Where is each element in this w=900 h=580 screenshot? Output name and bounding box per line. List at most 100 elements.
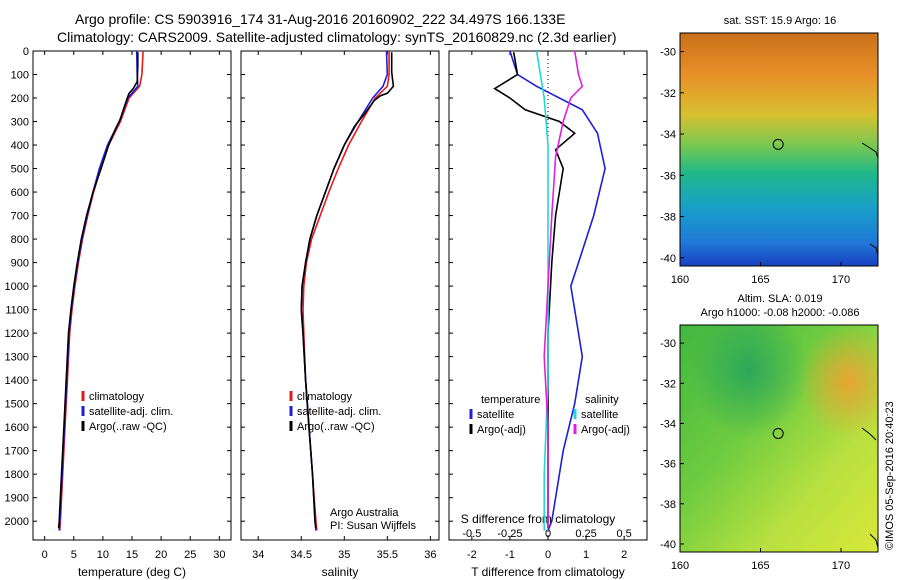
difference-s-tick-label: -0.25 bbox=[497, 528, 522, 540]
temperature-frame bbox=[32, 50, 232, 541]
salinity-frame bbox=[240, 50, 440, 541]
temperature-legend-label: satellite-adj. clim. bbox=[89, 406, 173, 418]
sla-ticks-ytick-label: -34 bbox=[660, 418, 676, 430]
difference-xtick-label: 1 bbox=[583, 549, 589, 561]
sla-map-ticks: 160 165 170 -30 -32 -34 -36 -38 -40 bbox=[660, 338, 850, 572]
sst-ticks-ytick-label: -36 bbox=[660, 170, 676, 182]
temperature-ytick-label: 1800 bbox=[5, 469, 29, 481]
sla-map: Altim. SLA: 0.019 Argo h1000: -0.08 h200… bbox=[660, 293, 879, 572]
sst-ticks-ytick-label: -38 bbox=[660, 212, 676, 224]
panel-difference: -2 -1 0 1 2 T difference from climatology S di… bbox=[448, 50, 648, 579]
salinity-xtick-label: 35 bbox=[338, 549, 350, 561]
temperature-ytick-label: 1200 bbox=[5, 328, 29, 340]
sla-map-title-line1: Altim. SLA: 0.019 bbox=[738, 293, 823, 305]
sst-map-frame bbox=[679, 32, 879, 267]
sst-ticks-ytick-label: -32 bbox=[660, 88, 676, 100]
temperature-ytick-label: 700 bbox=[11, 211, 29, 223]
temperature-legend-label: climatology bbox=[89, 391, 145, 403]
panel-temperature: 0 5 10 15 20 25 300100200300400500600700800900… bbox=[5, 46, 232, 579]
salinity-xtick-label: 36 bbox=[424, 549, 436, 561]
difference-legend-sal-label: Argo(-adj) bbox=[581, 424, 630, 436]
temperature-ytick-label: 900 bbox=[11, 258, 29, 270]
temperature-ytick-label: 2000 bbox=[5, 516, 29, 528]
sst-ticks-ytick-label: -40 bbox=[660, 253, 676, 265]
temperature-xtick-label: 30 bbox=[213, 549, 225, 561]
difference-xlabel: T difference from climatology bbox=[471, 565, 625, 579]
difference-series-temperature-satellite bbox=[509, 50, 606, 531]
sla-ticks-xtick-label: 160 bbox=[671, 560, 689, 572]
sla-ticks-ytick-label: -32 bbox=[660, 378, 676, 390]
sla-coastline bbox=[861, 427, 877, 441]
sst-ticks-xtick-label: 165 bbox=[751, 274, 769, 286]
temperature-xtick-label: 5 bbox=[71, 549, 77, 561]
sst-map-title: sat. SST: 15.9 Argo: 16 bbox=[724, 15, 837, 27]
imos-stamp: ©IMOS 05-Sep-2016 20:40:23 bbox=[884, 401, 896, 550]
figure-title-line2: Climatology: CARS2009. Satellite-adjuste… bbox=[57, 29, 617, 45]
sst-coastline bbox=[861, 142, 879, 159]
sla-coastline-south bbox=[869, 533, 879, 549]
difference-series-salinity-argo-adj- bbox=[543, 50, 584, 529]
difference-xtick-label: 2 bbox=[621, 549, 627, 561]
difference-s-tick-label: 0.5 bbox=[617, 528, 632, 540]
sla-ticks-ytick-label: -38 bbox=[660, 499, 676, 511]
sla-ticks-ytick-label: -36 bbox=[660, 459, 676, 471]
sst-map-ticks: 160 165 170 -30 -32 -34 -36 -38 -40 bbox=[660, 47, 850, 286]
sst-ticks-ytick-label: -34 bbox=[660, 129, 676, 141]
temperature-ytick-label: 300 bbox=[11, 117, 29, 129]
temperature-ytick-label: 1400 bbox=[5, 375, 29, 387]
salinity-annotation-line: PI: Susan Wijffels bbox=[330, 520, 416, 532]
temperature-ytick-label: 200 bbox=[11, 93, 29, 105]
salinity-xtick-label: 35.5 bbox=[377, 549, 398, 561]
temperature-xtick-label: 10 bbox=[97, 549, 109, 561]
difference-legend-temp-label: Argo(-adj) bbox=[477, 424, 526, 436]
sst-map: sat. SST: 15.9 Argo: 16 160 165 170 -30 -32 -… bbox=[660, 15, 879, 286]
salinity-legend-label: climatology bbox=[297, 391, 353, 403]
salinity-xtick-label: 34 bbox=[252, 549, 264, 561]
temperature-ytick-label: 500 bbox=[11, 164, 29, 176]
temperature-legend-label: Argo(..raw -QC) bbox=[89, 421, 167, 433]
salinity-legend-label: satellite-adj. clim. bbox=[297, 406, 381, 418]
sla-map-title-line2: Argo h1000: -0.08 h2000: -0.086 bbox=[700, 307, 859, 319]
salinity-xtick-label: 34.5 bbox=[291, 549, 312, 561]
sla-map-frame bbox=[679, 324, 879, 553]
figure-title-line1: Argo profile: CS 5903916_174 31-Aug-2016… bbox=[75, 11, 565, 27]
temperature-ytick-label: 1600 bbox=[5, 422, 29, 434]
temperature-ytick-label: 400 bbox=[11, 140, 29, 152]
salinity-annotation-line: Argo Australia bbox=[330, 507, 399, 519]
temperature-ytick-label: 1300 bbox=[5, 352, 29, 364]
sla-ticks-xtick-label: 170 bbox=[832, 560, 850, 572]
difference-s-tick-label: 0.25 bbox=[575, 528, 596, 540]
temperature-xtick-label: 15 bbox=[126, 549, 138, 561]
difference-legend-temp-label: temperature bbox=[481, 394, 540, 406]
temperature-xlabel: temperature (deg C) bbox=[78, 565, 186, 579]
difference-s-tick-label: -0.5 bbox=[462, 528, 481, 540]
profile-panels: 0 5 10 15 20 25 300100200300400500600700800900… bbox=[5, 46, 648, 579]
difference-legend-sal-label: satellite bbox=[581, 409, 618, 421]
temperature-ytick-label: 1700 bbox=[5, 446, 29, 458]
temperature-ytick-label: 0 bbox=[23, 46, 29, 58]
sla-argo-location-marker bbox=[772, 427, 784, 439]
temperature-ytick-label: 800 bbox=[11, 234, 29, 246]
temperature-ytick-label: 600 bbox=[11, 187, 29, 199]
salinity-series-argo-raw-qc- bbox=[300, 52, 395, 529]
temperature-ytick-label: 1100 bbox=[5, 305, 29, 317]
sla-ticks-xtick-label: 165 bbox=[751, 560, 769, 572]
temperature-ytick-label: 100 bbox=[11, 70, 29, 82]
sst-ticks-ytick-label: -30 bbox=[660, 47, 676, 59]
difference-xtick-label: -1 bbox=[505, 549, 515, 561]
sst-argo-location-marker bbox=[772, 138, 784, 150]
salinity-legend-label: Argo(..raw -QC) bbox=[297, 421, 375, 433]
temperature-xtick-label: 25 bbox=[184, 549, 196, 561]
difference-xtick-label: 0 bbox=[545, 549, 551, 561]
temperature-xtick-label: 20 bbox=[155, 549, 167, 561]
difference-s-axis-label: S difference from climatology bbox=[461, 512, 616, 526]
difference-legend-sal-label: salinity bbox=[585, 394, 619, 406]
temperature-series-argo-raw-qc- bbox=[57, 52, 139, 529]
sst-ticks-xtick-label: 160 bbox=[671, 274, 689, 286]
difference-series-salinity-satellite bbox=[535, 50, 549, 531]
salinity-xlabel: salinity bbox=[322, 565, 359, 579]
difference-legend-temp-label: satellite bbox=[477, 409, 514, 421]
temperature-ytick-label: 1500 bbox=[5, 399, 29, 411]
temperature-ytick-label: 1900 bbox=[5, 493, 29, 505]
